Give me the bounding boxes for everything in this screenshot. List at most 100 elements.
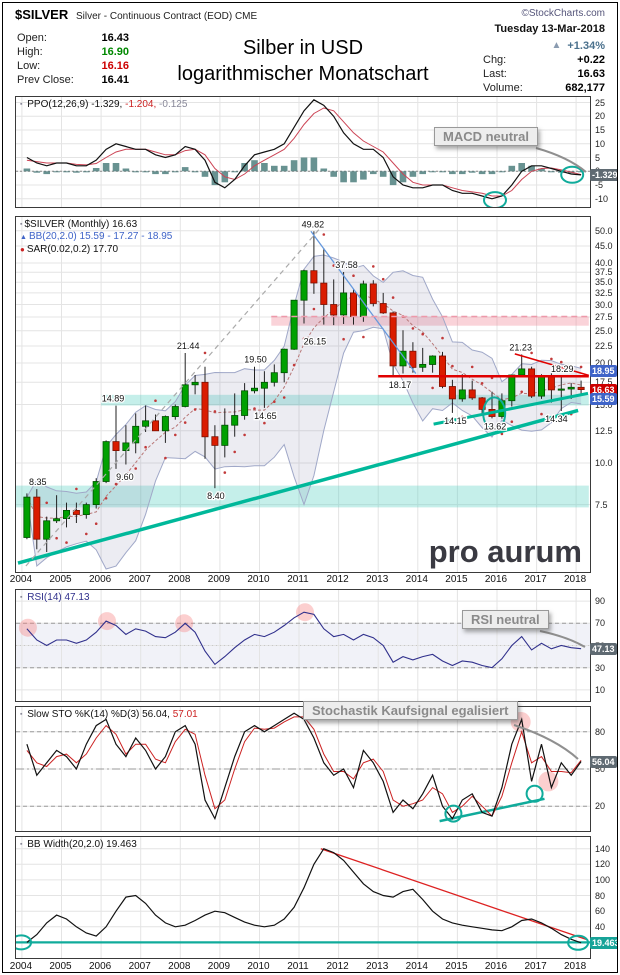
x-axis-year: 2013 xyxy=(366,574,389,585)
axis-value-tag: 15.59 xyxy=(590,392,617,405)
svg-text:19.50: 19.50 xyxy=(244,355,267,365)
svg-text:14.34: 14.34 xyxy=(545,414,568,424)
y-axis-tick: 40.0 xyxy=(595,258,613,268)
x-axis-year: 2007 xyxy=(128,574,151,585)
axis-value-tag: 56.04 xyxy=(590,755,617,768)
rsi-label-text: RSI(14) 47.13 xyxy=(27,592,90,603)
axis-value-tag: 16.63 xyxy=(590,383,617,396)
axis-value-tag: 19.463 xyxy=(590,936,617,949)
y-axis-tick: 17.5 xyxy=(595,377,613,388)
y-axis-tick: 80 xyxy=(595,726,606,737)
svg-text:49.82: 49.82 xyxy=(302,219,325,229)
axis-value-tag: 18.95 xyxy=(590,364,617,377)
rsi-label: ▪ RSI(14) 47.13 xyxy=(20,592,90,604)
rsi-indicator-icon: ▪ xyxy=(20,594,23,601)
y-axis-tick: 100 xyxy=(595,874,611,885)
price-label-text: $SILVER (Monthly) 16.63 xyxy=(24,219,138,230)
x-axis-year: 2016 xyxy=(484,574,508,585)
y-axis-tick: 25 xyxy=(595,97,606,108)
high-value: 16.90 xyxy=(101,46,129,58)
y-axis-tick: 32.5 xyxy=(595,287,613,298)
axis-value-tag: 47.13 xyxy=(590,642,617,655)
y-axis-tick: 60 xyxy=(595,906,606,917)
pro-aurum-logo: pro aurum xyxy=(428,534,582,569)
y-axis-tick: 7.5 xyxy=(595,499,608,510)
chg-label: Chg: xyxy=(483,54,507,66)
y-axis-tick: 45.0 xyxy=(595,241,613,251)
panel-bbw: ▪ BB Width(20,2.0) 19.463 140 120 100 80 60 4… xyxy=(15,836,617,959)
quote-date: Tuesday 13-Mar-2018 xyxy=(494,23,605,35)
svg-text:18.29: 18.29 xyxy=(551,364,574,374)
last-value: 16.63 xyxy=(577,68,605,80)
prev-close-value: 16.41 xyxy=(101,74,129,86)
up-arrow-icon: ▲ xyxy=(551,40,562,51)
chg-value: +0.22 xyxy=(577,54,605,66)
y-axis-tick: 20.0 xyxy=(595,358,613,368)
low-label: Low: xyxy=(17,60,41,72)
panel-price-plot: 8.35 14.89 9.60 21.44 8.40 19.50 14.65 49.82 26.… xyxy=(16,217,590,572)
sar-label-text: SAR(0.02,0.2) 17.70 xyxy=(26,244,119,255)
y-axis-tick: 12.5 xyxy=(595,425,613,436)
y-axis-tick: 50 xyxy=(595,764,606,774)
last-label: Last: xyxy=(483,68,507,80)
y-axis-tick: 10 xyxy=(595,684,606,695)
y-axis-tick: -5 xyxy=(595,180,604,190)
panel-ppo: ▪ PPO(12,26,9) -1.329, -1.204, -0.125 MA… xyxy=(15,96,617,208)
x-axis-year: 2007 xyxy=(128,961,151,972)
volume-label: Volume: xyxy=(483,82,523,94)
x-axis-year: 2006 xyxy=(88,961,112,972)
svg-text:26.15: 26.15 xyxy=(304,337,327,347)
y-axis-tick: 140 xyxy=(595,843,611,854)
panel-bbw-plot xyxy=(16,837,590,958)
x-axis-year: 2015 xyxy=(445,574,468,585)
bb-icon: ▲ xyxy=(20,234,27,241)
x-axis-year: 2005 xyxy=(49,574,72,585)
x-axis-top: 2004 2005 2006 2007 2008 2009 2010 2011 2012 2013… xyxy=(10,573,591,587)
x-axis-year: 2005 xyxy=(49,961,72,972)
x-axis-year: 2016 xyxy=(484,961,508,972)
bbw-label: ▪ BB Width(20,2.0) 19.463 xyxy=(20,839,137,851)
x-axis-year: 2006 xyxy=(88,574,112,585)
prev-close-label: Prev Close: xyxy=(17,74,74,86)
svg-text:9.60: 9.60 xyxy=(116,472,134,482)
svg-text:21.23: 21.23 xyxy=(509,342,532,352)
ppo-signal-value: -1.204, xyxy=(125,99,157,110)
ppo-hist-value: -0.125 xyxy=(159,99,188,110)
y-axis-tick: 35.0 xyxy=(595,277,613,288)
axis-value-tag: -1.329 xyxy=(590,168,618,181)
svg-text:8.40: 8.40 xyxy=(207,491,225,501)
annotation-rsi-neutral: RSI neutral xyxy=(462,610,549,629)
x-axis-year: 2004 xyxy=(9,961,33,972)
y-axis-tick: 25.0 xyxy=(595,325,613,336)
title-line2: logarithmischer Monatschart xyxy=(177,63,429,85)
y-axis-tick: 90 xyxy=(595,596,606,607)
price-label: ▪ $SILVER (Monthly) 16.63 ▲ BB(20,2.0) 15.… xyxy=(20,219,172,256)
panel-rsi-plot xyxy=(16,590,590,701)
chart-header: $SILVER Silver - Continuous Contract (EO… xyxy=(15,7,605,23)
x-axis-year: 2015 xyxy=(445,961,468,972)
y-axis-tick: 80 xyxy=(595,890,606,901)
y-axis-tick: 15 xyxy=(595,125,606,135)
annotation-stochastik: Stochastik Kaufsignal egalisiert xyxy=(303,701,518,720)
x-axis-year: 2004 xyxy=(9,574,33,585)
bbw-label-text: BB Width(20,2.0) 19.463 xyxy=(27,839,137,850)
y-axis-tick: 10.0 xyxy=(595,458,613,468)
svg-text:8.35: 8.35 xyxy=(29,477,47,487)
bbw-indicator-icon: ▪ xyxy=(20,841,23,848)
y-axis-tick: 27.5 xyxy=(595,312,613,322)
y-axis-tick: 20 xyxy=(595,111,606,122)
price-indicator-icon: ▪ xyxy=(20,221,23,228)
ppo-label: ▪ PPO(12,26,9) -1.329, -1.204, -0.125 xyxy=(20,99,187,111)
panel-sto-plot xyxy=(16,707,590,831)
x-axis-year: 2012 xyxy=(326,574,349,585)
panel-rsi: ▪ RSI(14) 47.13 RSI neutral 907050301047… xyxy=(15,589,617,702)
annotation-macd-neutral: MACD neutral xyxy=(434,127,538,146)
y-axis-tick: 37.5 xyxy=(595,267,613,278)
svg-text:21.44: 21.44 xyxy=(177,341,200,351)
high-label: High: xyxy=(17,46,43,58)
y-axis-tick: 30.0 xyxy=(595,299,613,310)
x-axis-year: 2012 xyxy=(326,961,349,972)
x-axis-year: 2010 xyxy=(247,961,270,972)
y-axis-tick: 20 xyxy=(595,801,606,812)
